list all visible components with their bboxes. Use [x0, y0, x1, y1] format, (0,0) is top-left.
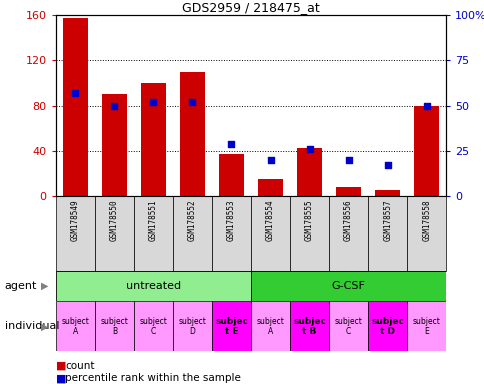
Text: ■: ■ [56, 361, 66, 371]
Point [266, 157, 274, 163]
Point [71, 90, 79, 96]
Text: agent: agent [5, 281, 37, 291]
Text: individual: individual [5, 321, 59, 331]
Point [344, 157, 352, 163]
Point [110, 103, 118, 109]
Text: untreated: untreated [125, 281, 181, 291]
Bar [102, 94, 127, 196]
Bar [329, 196, 367, 271]
Text: subject
B: subject B [100, 317, 128, 336]
Bar [289, 196, 329, 271]
Point [188, 99, 196, 105]
Bar [180, 72, 205, 196]
Text: subject
E: subject E [412, 317, 439, 336]
Text: count: count [65, 361, 95, 371]
Point [227, 141, 235, 147]
Text: subject
A: subject A [61, 317, 89, 336]
Text: G-CSF: G-CSF [331, 281, 365, 291]
Text: GSM178558: GSM178558 [421, 200, 430, 241]
Bar [407, 301, 445, 351]
Bar [251, 271, 445, 301]
Bar [173, 196, 212, 271]
Bar [374, 190, 399, 196]
Bar [62, 18, 88, 196]
Bar [251, 301, 289, 351]
Bar [95, 301, 134, 351]
Text: GSM178552: GSM178552 [187, 200, 197, 241]
Bar [257, 179, 283, 196]
Text: ▶: ▶ [41, 321, 48, 331]
Bar [413, 106, 439, 196]
Bar [289, 301, 329, 351]
Point [305, 146, 313, 152]
Text: subjec
t D: subjec t D [370, 317, 403, 336]
Text: subjec
t B: subjec t B [292, 317, 325, 336]
Text: GSM178555: GSM178555 [304, 200, 314, 241]
Text: subjec
t E: subjec t E [214, 317, 247, 336]
Point [149, 99, 157, 105]
Text: subject
D: subject D [178, 317, 206, 336]
Text: subject
C: subject C [139, 317, 167, 336]
Bar [251, 196, 289, 271]
Text: subject
C: subject C [334, 317, 362, 336]
Bar [407, 196, 445, 271]
Text: ▶: ▶ [41, 281, 48, 291]
Bar [218, 154, 243, 196]
Bar [328, 301, 367, 351]
Bar [367, 196, 407, 271]
Text: ■: ■ [56, 373, 66, 383]
Bar [134, 196, 173, 271]
Text: subject
A: subject A [256, 317, 284, 336]
Bar [296, 149, 321, 196]
Bar [173, 301, 212, 351]
Text: percentile rank within the sample: percentile rank within the sample [65, 373, 241, 383]
Point [422, 103, 430, 109]
Bar [212, 196, 251, 271]
Text: GSM178551: GSM178551 [149, 200, 158, 241]
Bar [56, 271, 251, 301]
Bar [56, 196, 95, 271]
Bar [212, 301, 251, 351]
Point [383, 162, 391, 168]
Text: GSM178554: GSM178554 [265, 200, 274, 241]
Text: GSM178553: GSM178553 [227, 200, 236, 241]
Bar [134, 301, 173, 351]
Bar [335, 187, 361, 196]
Text: GSM178557: GSM178557 [382, 200, 392, 241]
Text: GSM178556: GSM178556 [343, 200, 352, 241]
Bar [140, 83, 166, 196]
Bar [56, 301, 95, 351]
Title: GDS2959 / 218475_at: GDS2959 / 218475_at [182, 1, 319, 14]
Text: GSM178549: GSM178549 [71, 200, 80, 241]
Bar [367, 301, 407, 351]
Bar [95, 196, 134, 271]
Text: GSM178550: GSM178550 [109, 200, 119, 241]
